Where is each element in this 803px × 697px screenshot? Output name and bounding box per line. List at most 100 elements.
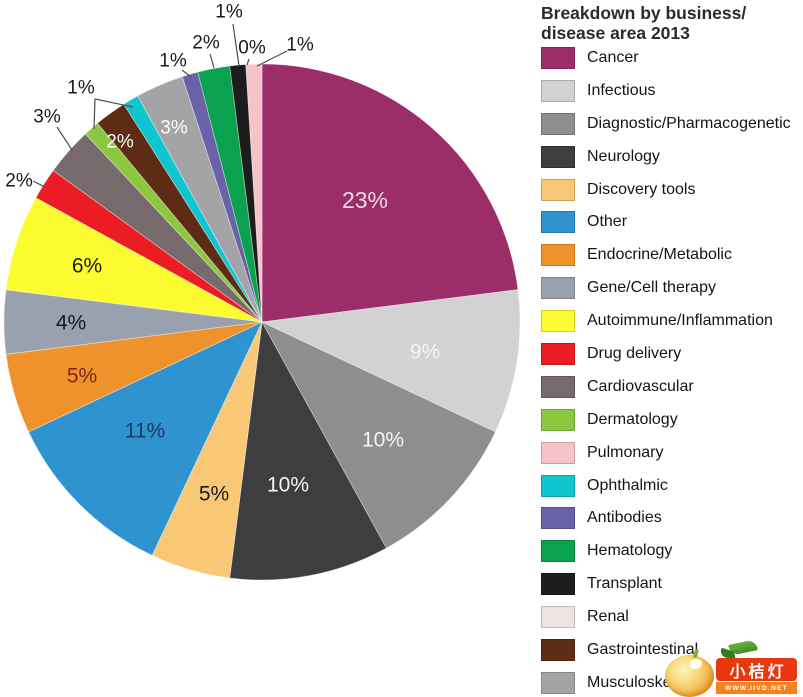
label-leader-line [232,23,240,67]
legend-swatch [541,277,575,300]
label-leader-line [256,50,288,67]
pie-label-diagnostic-pharmacogenetic: 10% [362,429,404,452]
legend-item-label: Diagnostic/Pharmacogenetic [587,114,791,132]
legend-item-dermatology: Dermatology [541,408,803,431]
pie-label-cancer: 23% [342,187,388,213]
pie-label-gene-cell-therapy: 4% [56,312,86,335]
legend-item-label: Gastrointestinal [587,641,699,659]
pie-label-cardiovascular: 3% [33,107,61,128]
pie-label-hematology: 2% [192,33,220,54]
pie-slice-transplant [229,64,263,323]
legend-swatch [541,47,575,69]
label-leader-line [32,180,46,188]
pie-label-drug-delivery: 2% [5,171,33,192]
pie-label-transplant: 1% [215,2,243,23]
legend-swatch [541,145,575,168]
pie-label-autoimmune-inflammation: 6% [72,255,102,278]
legend-item-label: Antibodies [587,509,662,527]
watermark-site-text: WWW.IIVD.NET [725,684,788,692]
pie-slice-hematology [197,65,263,323]
legend-swatch [541,211,575,234]
legend-swatch [541,343,575,366]
legend-item-label: Transplant [587,575,662,593]
pie-slice-dermatology [84,122,263,323]
legend-item-cardiovascular: Cardiovascular [541,375,803,398]
legend: Cancer Infectious Diagnostic/Pharmacogenet… [541,47,803,697]
legend-item-label: Drug delivery [587,345,682,363]
legend-item-label: Neurology [587,147,660,165]
legend-item-label: Hematology [587,542,673,560]
blossom-icon [690,659,702,669]
pie-label-endocrine-metabolic: 5% [67,365,97,388]
legend-item-transplant: Transplant [541,573,803,596]
legend-item-label: Discovery tools [587,180,696,198]
legend-item-hematology: Hematology [541,540,803,563]
legend-item-other: Other [541,211,803,234]
pie-slice-gastrointestinal [96,103,263,323]
pie-label-renal: 0% [238,38,266,59]
pie-slice-cardiovascular [52,133,263,323]
label-leader-line [94,98,134,108]
watermark-brand-text: 小桔灯 [729,663,787,681]
legend-item-endocrine-metabolic: Endocrine/Metabolic [541,244,803,267]
legend-swatch [541,507,575,530]
pie-slice-other [28,321,263,556]
legend-item-gastrointestinal: Gastrointestinal [541,639,803,662]
legend-item-label: Endocrine/Metabolic [587,246,732,264]
legend-item-infectious: Infectious [541,79,803,102]
legend-item-label: Autoimmune/Inflammation [587,312,773,330]
pie-slice-musculoskeletal [137,76,263,323]
legend-item-label: Renal [587,608,629,626]
label-leader-line [209,53,215,69]
legend-swatch [541,639,575,662]
legend-swatch [541,408,575,431]
legend-title-line2: disease area 2013 [541,22,690,43]
legend-swatch [541,573,575,596]
legend-item-label: Pulmonary [587,443,664,461]
legend-item-diagnostic-pharmacogenetic: Diagnostic/Pharmacogenetic [541,112,803,135]
pie-slice-endocrine-metabolic [5,321,263,433]
pie-slice-ophthalmic [123,95,263,323]
pie-label-gastrointestinal: 2% [106,132,134,153]
legend-swatch [541,79,575,102]
pie-slice-drug-delivery [35,169,263,323]
legend-item-label: Cancer [587,49,639,66]
legend-item-renal: Renal [541,606,803,629]
pie-label-musculoskeletal: 3% [160,118,188,139]
orange-fruit-icon [665,655,714,697]
pie-label-other: 11% [125,420,165,443]
pie-slice-diagnostic-pharmacogenetic [261,321,496,549]
pie-label-pulmonary: 1% [286,35,314,56]
pie-slice-infectious [260,289,521,433]
pie-slice-gene-cell-therapy [3,289,263,355]
pie-slice-discovery-tools [151,321,263,579]
legend-item-neurology: Neurology [541,145,803,168]
legend-swatch [541,671,575,694]
label-leader-line [246,58,250,66]
pie-label-discovery-tools: 5% [199,483,229,506]
legend-item-label: Gene/Cell therapy [587,279,716,297]
label-leader-line [56,126,73,151]
legend-swatch [541,540,575,563]
legend-title: Breakdown by business/ disease area 2013 [541,3,803,43]
legend-item-cancer: Cancer [541,47,803,69]
watermark-brand: 小桔灯 [716,658,797,681]
pie-slice-autoimmune-inflammation [5,197,263,323]
pie-label-infectious: 9% [410,341,440,364]
legend-item-pulmonary: Pulmonary [541,441,803,464]
legend-item-gene-cell-therapy: Gene/Cell therapy [541,277,803,300]
legend-item-autoimmune-inflammation: Autoimmune/Inflammation [541,310,803,333]
legend-swatch [541,474,575,497]
legend-swatch [541,178,575,201]
pie-label-dermatology: 1% [67,78,95,99]
legend-swatch [541,441,575,464]
legend-swatch [541,375,575,398]
legend-title-line1: Breakdown by business/ [541,3,747,23]
legend-swatch [541,310,575,333]
watermark-site: WWW.IIVD.NET [716,682,797,694]
legend-item-label: Ophthalmic [587,476,668,494]
watermark-logo: 小桔灯 WWW.IIVD.NET [663,638,803,697]
legend-item-label: Dermatology [587,410,678,428]
